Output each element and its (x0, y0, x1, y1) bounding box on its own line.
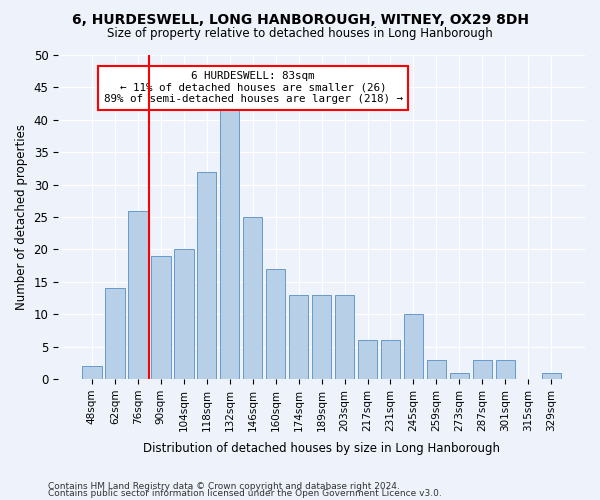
Bar (404, 314, 423, 379)
Bar (381, 340, 400, 379)
Bar (473, 360, 492, 379)
Bar (312, 295, 331, 379)
Bar (289, 295, 308, 379)
Bar (197, 172, 217, 379)
Bar (427, 360, 446, 379)
Bar (128, 210, 148, 379)
Bar (335, 295, 355, 379)
Bar (266, 269, 286, 379)
Bar (358, 340, 377, 379)
X-axis label: Distribution of detached houses by size in Long Hanborough: Distribution of detached houses by size … (143, 442, 500, 455)
Text: 6, HURDESWELL, LONG HANBOROUGH, WITNEY, OX29 8DH: 6, HURDESWELL, LONG HANBOROUGH, WITNEY, … (71, 12, 529, 26)
Bar (105, 288, 125, 379)
Bar (496, 360, 515, 379)
Bar (174, 250, 194, 379)
Bar (449, 372, 469, 379)
Text: 6 HURDESWELL: 83sqm
← 11% of detached houses are smaller (26)
89% of semi-detach: 6 HURDESWELL: 83sqm ← 11% of detached ho… (104, 71, 403, 104)
Y-axis label: Number of detached properties: Number of detached properties (15, 124, 28, 310)
Bar (82, 366, 101, 379)
Bar (151, 256, 170, 379)
Bar (220, 107, 239, 379)
Text: Contains HM Land Registry data © Crown copyright and database right 2024.: Contains HM Land Registry data © Crown c… (48, 482, 400, 491)
Bar (243, 217, 262, 379)
Text: Contains public sector information licensed under the Open Government Licence v3: Contains public sector information licen… (48, 490, 442, 498)
Text: Size of property relative to detached houses in Long Hanborough: Size of property relative to detached ho… (107, 28, 493, 40)
Bar (542, 372, 561, 379)
